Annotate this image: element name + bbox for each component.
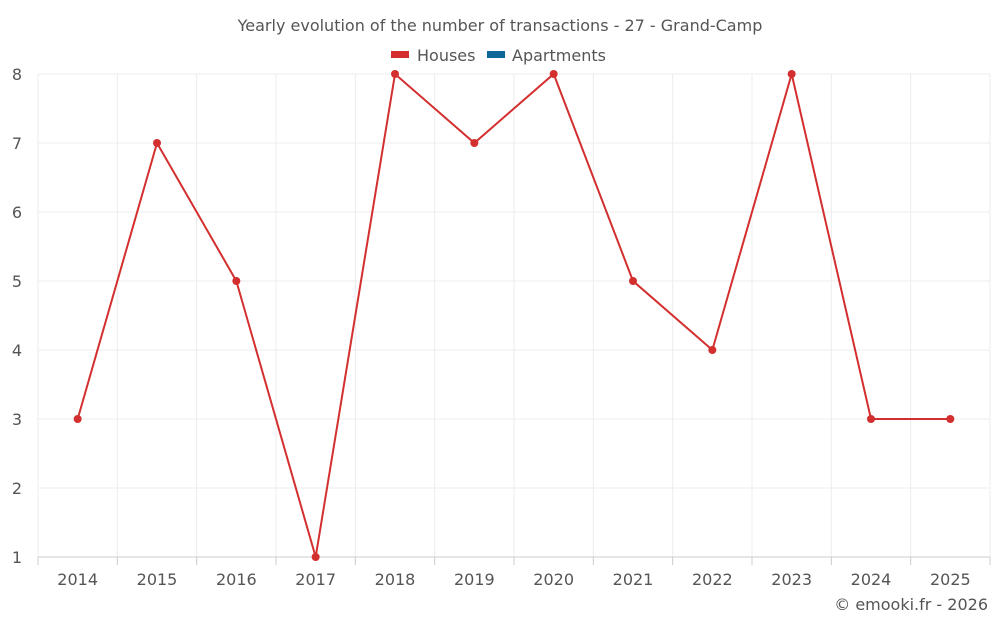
x-tick-label: 2016 [216,570,257,589]
data-point-houses-2015[interactable] [153,139,161,147]
data-point-houses-2018[interactable] [391,70,399,78]
data-point-houses-2017[interactable] [311,553,320,561]
x-tick-label: 2015 [137,570,178,589]
y-tick-label: 1 [12,548,22,567]
y-tick-label: 2 [12,479,22,498]
y-tick-label: 8 [12,65,22,84]
x-tick-label: 2018 [375,570,416,589]
legend-label-houses: Houses [417,46,475,65]
legend-item-apartments[interactable]: Apartments [487,46,606,65]
x-tick-label: 2014 [57,570,98,589]
data-point-houses-2025[interactable] [946,415,955,423]
y-tick-label: 4 [12,341,22,360]
x-tick-label: 2020 [533,570,574,589]
x-tick-label: 2019 [454,570,495,589]
x-tick-label: 2022 [692,570,733,589]
x-tick-label: 2021 [613,570,654,589]
series-layer [73,70,955,561]
legend-item-houses[interactable]: Houses [391,46,475,65]
credit-text: © emooki.fr - 2026 [834,595,988,614]
y-axis-ticks: 1 2 3 4 5 6 7 8 [12,65,22,567]
data-point-houses-2023[interactable] [787,70,796,78]
x-tick-label: 2024 [851,570,892,589]
legend-swatch-houses [391,51,409,58]
y-tick-label: 3 [12,410,22,429]
legend: Houses Apartments [391,46,606,65]
x-tick-label: 2023 [771,570,812,589]
legend-swatch-apartments [487,51,505,58]
data-point-houses-2014[interactable] [73,415,82,423]
data-point-houses-2024[interactable] [867,415,875,423]
x-tick-label: 2017 [295,570,336,589]
chart-title: Yearly evolution of the number of transa… [237,16,763,35]
x-axis-ticks: 2014 2015 2016 2017 2018 2019 2020 2021 2022 2023… [37,557,991,589]
data-point-houses-2021[interactable] [629,277,637,285]
data-point-houses-2022[interactable] [708,346,717,354]
grid [37,73,991,558]
data-point-houses-2016[interactable] [232,277,241,285]
data-point-houses-2020[interactable] [549,70,558,78]
y-tick-label: 5 [12,272,22,291]
legend-label-apartments: Apartments [512,46,606,65]
data-point-houses-2019[interactable] [470,139,479,147]
y-tick-label: 6 [12,203,22,222]
series-line-houses [76,70,951,558]
x-tick-label: 2025 [930,570,971,589]
y-tick-label: 7 [12,134,22,153]
